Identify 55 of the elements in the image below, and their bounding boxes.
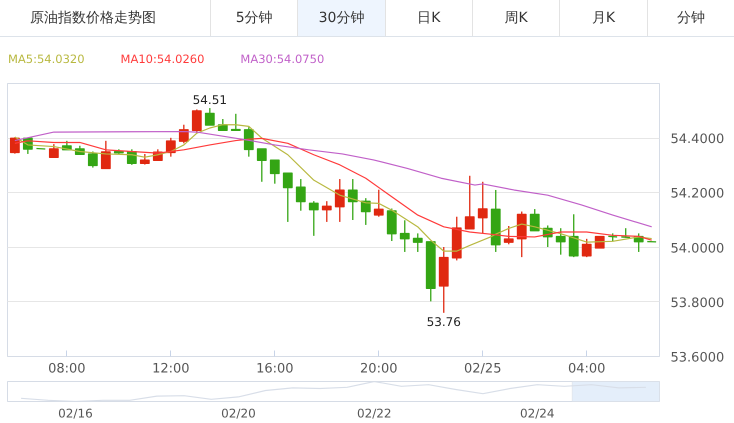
- x-tick-label: 20:00: [360, 362, 398, 376]
- text: MA30:54.0750: [240, 52, 324, 66]
- candlestick: [308, 200, 319, 236]
- text: 30分钟: [297, 0, 385, 36]
- candlestick: [464, 175, 475, 230]
- x-tick-label: 02/22: [356, 406, 392, 420]
- candlestick: [412, 232, 423, 253]
- candlestick: [620, 228, 631, 238]
- text: MA10:54.0260: [120, 52, 204, 66]
- candlestick: [204, 107, 215, 126]
- text: 月K: [559, 0, 647, 36]
- candlestick: [256, 148, 267, 182]
- candlestick: [360, 198, 371, 226]
- candlestick: [568, 214, 579, 258]
- candlestick: [322, 200, 332, 223]
- text: 5分钟: [210, 0, 298, 36]
- candlestick: [478, 181, 488, 234]
- x-tick-label: 02/20: [221, 406, 256, 420]
- text: 周K: [472, 0, 560, 36]
- x-tick-label: 02/25: [464, 362, 502, 376]
- text: 分钟: [646, 0, 734, 36]
- text: MA5:54.0320: [8, 52, 85, 66]
- x-tick-label: 12:00: [152, 362, 190, 376]
- y-tick-label: 53.6000: [670, 350, 724, 366]
- x-tick-label: 02/16: [58, 406, 93, 420]
- candlestick: [230, 113, 241, 132]
- y-tick-label: 54.4000: [670, 132, 724, 148]
- x-tick-label: 08:00: [48, 362, 86, 376]
- y-tick-label: 54.2000: [670, 186, 724, 202]
- x-tick-label: 04:00: [568, 362, 606, 376]
- candlestick: [374, 189, 384, 218]
- candlestick: [140, 153, 150, 166]
- candlestick: [282, 172, 293, 223]
- candlestick: [100, 140, 111, 170]
- y-tick-label: 54.0000: [670, 241, 724, 256]
- chart-title: 原油指数价格走势图: [29, 9, 157, 28]
- annotation: 53.76: [426, 314, 461, 329]
- candlestick: [504, 225, 514, 245]
- text: 日K: [384, 0, 472, 36]
- candlestick: [386, 208, 397, 242]
- candlestick: [192, 108, 202, 134]
- candlestick: [582, 238, 592, 258]
- candlestick: [334, 178, 345, 223]
- x-tick-label: 02/24: [520, 406, 555, 420]
- candlestick: [556, 228, 566, 256]
- candlestick: [48, 143, 59, 158]
- candlestick: [530, 208, 540, 232]
- candlestick: [400, 220, 410, 253]
- candlestick: [10, 136, 20, 154]
- y-tick-label: 53.8000: [670, 296, 724, 311]
- x-tick-label: 16:00: [256, 362, 294, 376]
- candlestick: [296, 178, 306, 212]
- candlestick: [88, 150, 98, 168]
- candlestick: [270, 159, 280, 184]
- annotation: 54.51: [192, 93, 227, 108]
